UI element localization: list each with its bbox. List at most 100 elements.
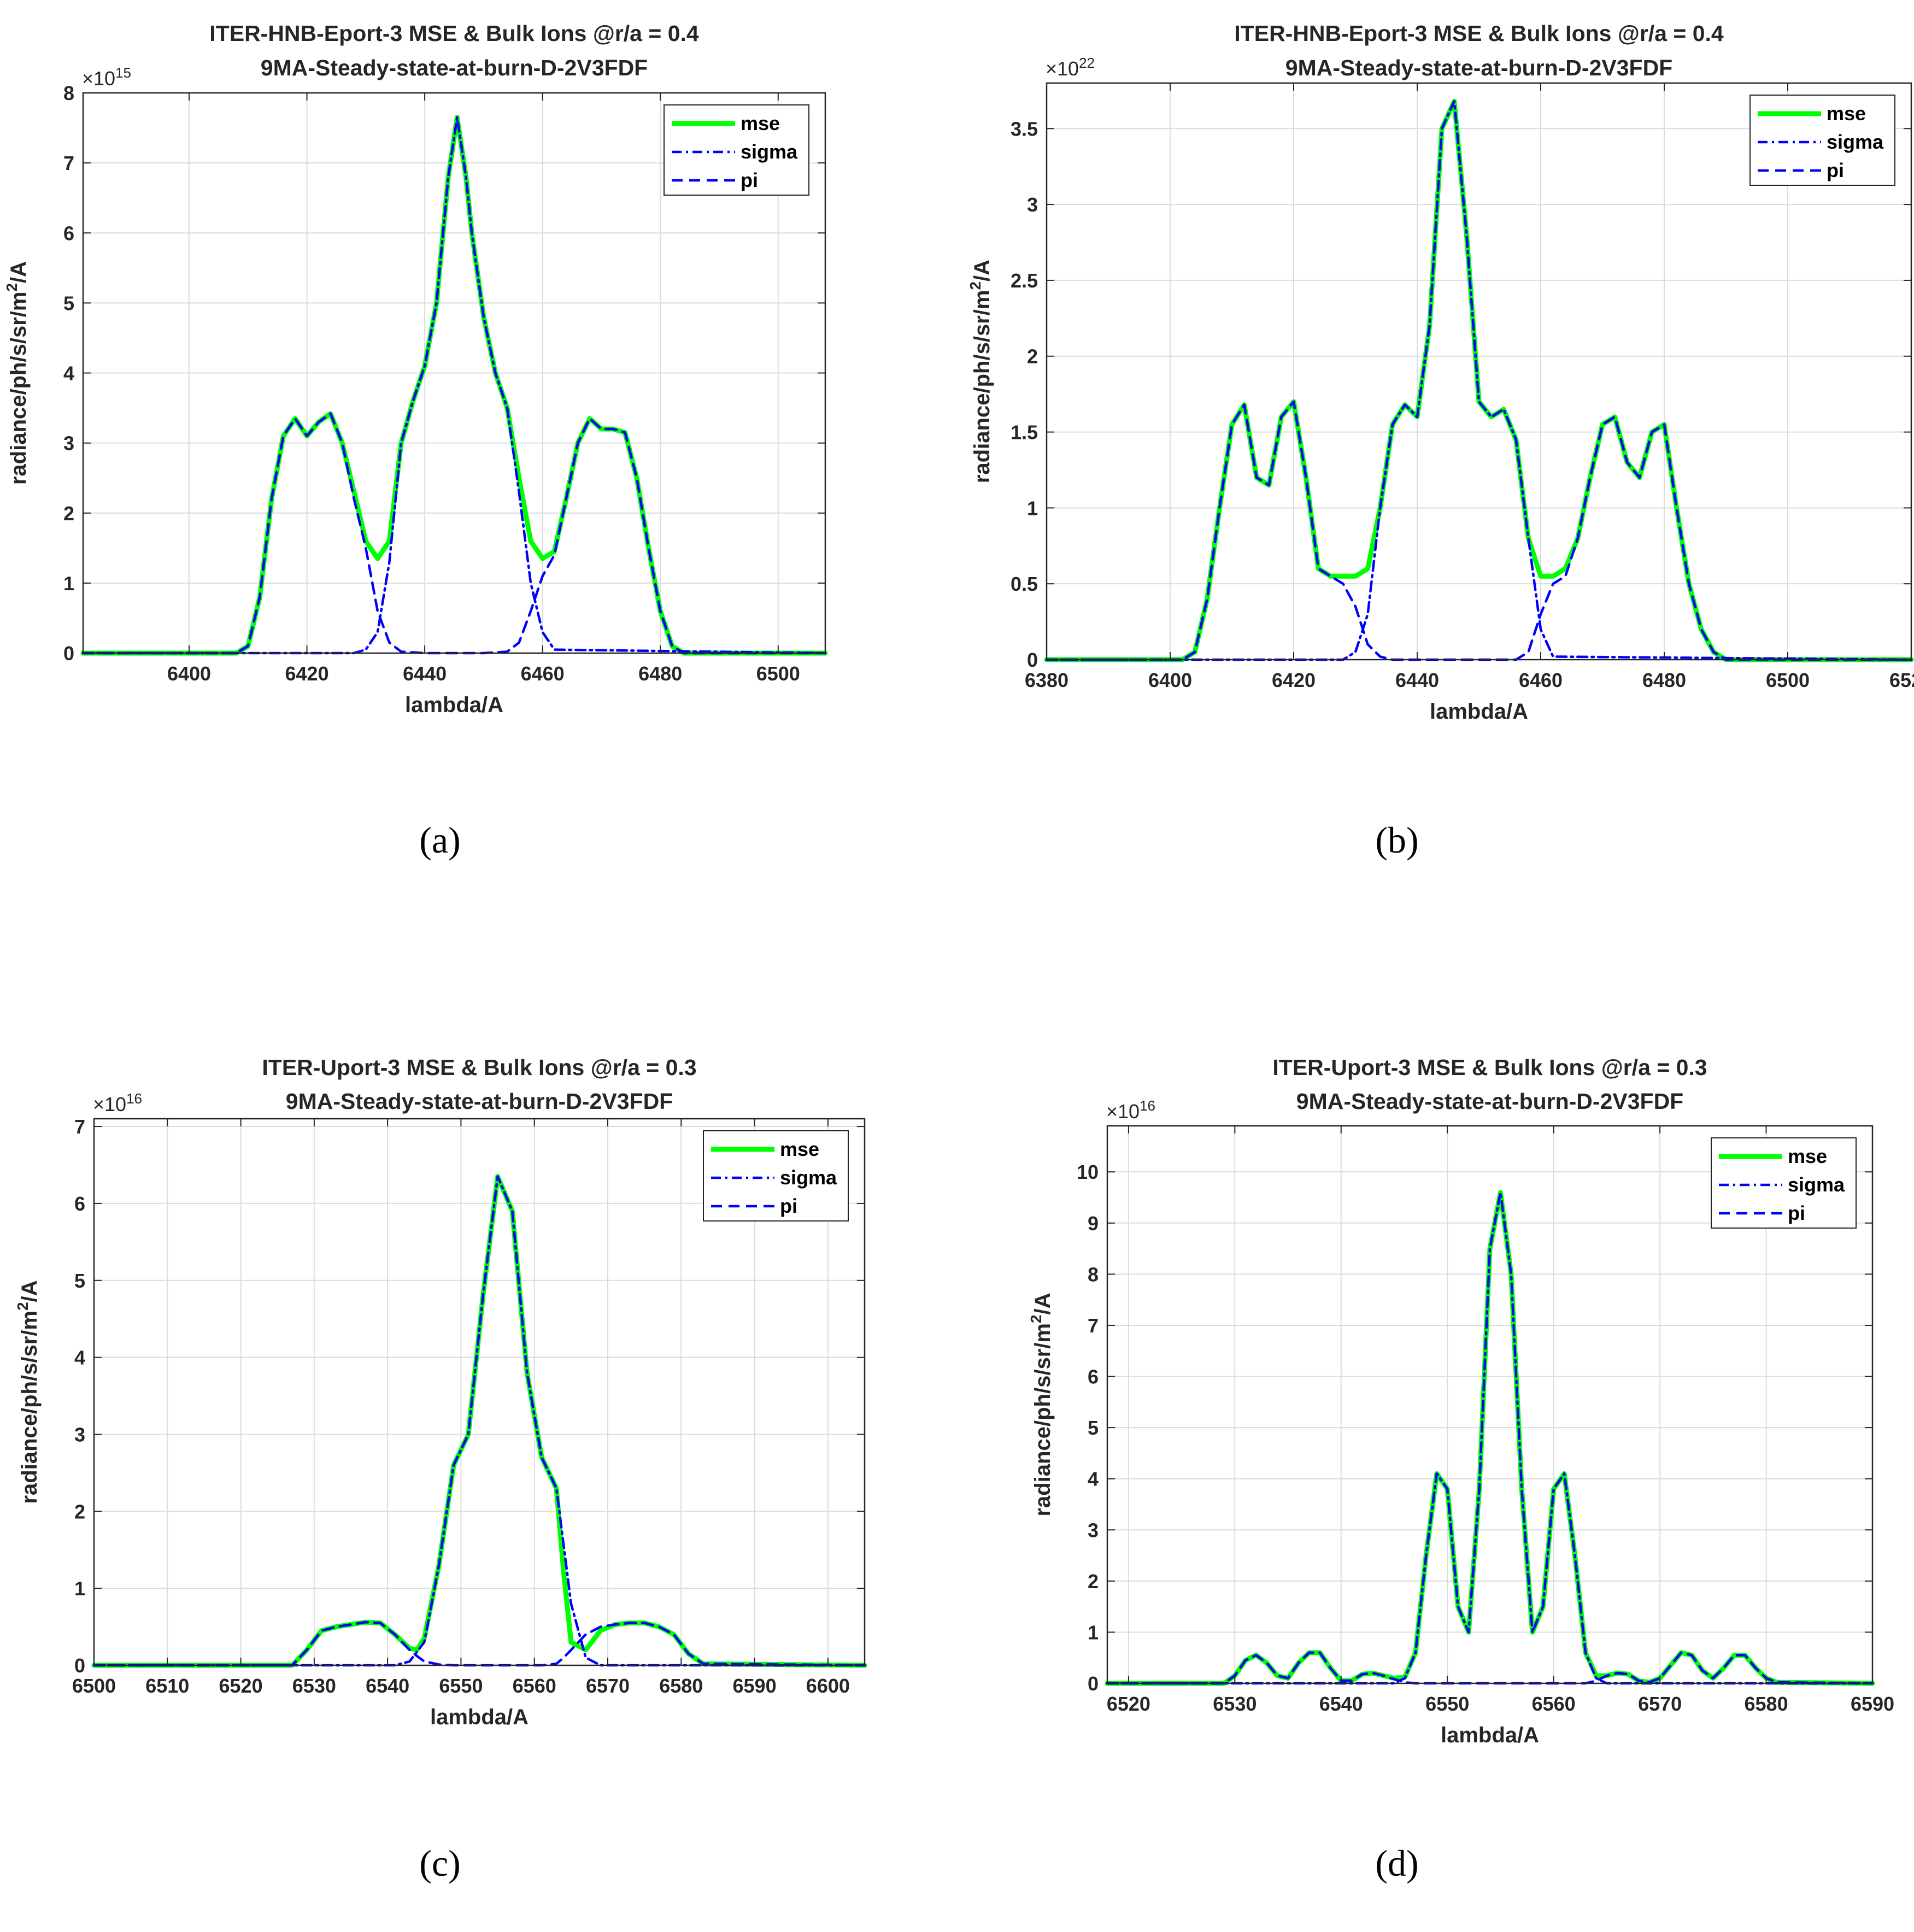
chart-subtitle: 9MA-Steady-state-at-burn-D-2V3FDF <box>1296 1089 1683 1114</box>
y-tick-label: 6 <box>63 222 74 244</box>
x-tick-label: 6560 <box>1532 1693 1576 1715</box>
legend-label-sigma: sigma <box>1788 1173 1845 1196</box>
x-tick-label: 6580 <box>659 1675 703 1697</box>
y-tick-label: 5 <box>74 1270 85 1292</box>
y-tick-label: 5 <box>63 292 74 314</box>
x-tick-label: 6420 <box>1272 669 1316 691</box>
x-tick-label: 6550 <box>439 1675 483 1697</box>
x-tick-label: 6540 <box>1319 1693 1363 1715</box>
x-tick-label: 6520 <box>219 1675 263 1697</box>
chart-a-svg: 6400 6420 6440 6460 6480 6500 0 1 2 3 4 5 6 7 8 ×1015 IT… <box>3 21 828 861</box>
y-tick-label: 4 <box>74 1347 85 1369</box>
x-tick-label: 6440 <box>1395 669 1439 691</box>
x-tick-label: 6400 <box>1148 669 1192 691</box>
chart-subtitle: 9MA-Steady-state-at-burn-D-2V3FDF <box>1285 55 1672 80</box>
x-axis-label: lambda/A <box>1430 700 1528 724</box>
y-exponent-power: 16 <box>1140 1097 1155 1114</box>
y-tick-label: 10 <box>1077 1161 1099 1183</box>
y-tick-label: 3 <box>74 1423 85 1446</box>
y-exponent-label: ×1015 <box>82 64 131 90</box>
y-tick-label: 6 <box>1088 1366 1099 1388</box>
y-axis-label: radiance/ph/s/sr/m2/A <box>3 261 31 485</box>
panel-caption: (b) <box>1375 819 1418 861</box>
chart-panel-c: 6500 6510 6520 6530 6540 6550 6560 6570 6580 6590… <box>0 966 957 1932</box>
y-exponent-label: ×1016 <box>93 1090 142 1115</box>
x-tick-label: 6530 <box>292 1675 336 1697</box>
y-axis-label: radiance/ph/s/sr/m2/A <box>14 1280 42 1504</box>
y-tick-label: 9 <box>1088 1212 1099 1235</box>
x-tick-label: 6520 <box>1889 669 1914 691</box>
x-tick-label: 6460 <box>1519 669 1563 691</box>
y-tick-label: 2 <box>74 1500 85 1523</box>
chart-d-svg: 6520 6530 6540 6550 6560 6570 6580 6590 0 1 2 3 4 5 6 7… <box>1028 1055 1894 1884</box>
axes-frame <box>1106 1125 1874 1684</box>
y-exponent-base: ×10 <box>93 1093 126 1115</box>
series-sigma-line <box>92 1175 866 1667</box>
y-tick-label: 1 <box>74 1577 85 1600</box>
legend-box <box>664 104 809 196</box>
y-tick-label: 2 <box>1027 345 1038 368</box>
legend-label-sigma: sigma <box>1827 131 1884 153</box>
legend-label-pi: pi <box>1788 1202 1805 1224</box>
x-tick-label: 6570 <box>1638 1693 1682 1715</box>
legend-box <box>1749 95 1895 186</box>
legend-label-mse: mse <box>741 112 780 134</box>
y-tick-label: 3 <box>63 432 74 455</box>
y-tick-label: 2.5 <box>1011 269 1038 292</box>
y-axis-label: radiance/ph/s/sr/m2/A <box>967 260 994 483</box>
y-exponent-power: 16 <box>126 1090 142 1107</box>
legend: mse sigma pi <box>1711 1137 1857 1229</box>
y-tick-label: 3 <box>1088 1519 1099 1541</box>
y-tick-label: 3 <box>1027 193 1038 216</box>
x-tick-label: 6530 <box>1213 1693 1257 1715</box>
panel-caption: (a) <box>419 819 460 861</box>
y-exponent-base: ×10 <box>82 67 115 90</box>
chart-title: ITER-Uport-3 MSE & Bulk Ions @r/a = 0.3 <box>1272 1055 1707 1080</box>
x-tick-label: 6440 <box>403 662 447 685</box>
x-tick-label: 6500 <box>72 1675 116 1697</box>
y-exponent-label: ×1016 <box>1106 1097 1155 1123</box>
legend-label-sigma: sigma <box>780 1166 837 1189</box>
legend-label-pi: pi <box>780 1195 797 1217</box>
legend-label-sigma: sigma <box>741 140 798 163</box>
y-exponent-power: 15 <box>115 64 131 81</box>
y-tick-label: 0 <box>1027 649 1038 671</box>
x-tick-label: 6590 <box>733 1675 777 1697</box>
y-tick-label: 5 <box>1088 1417 1099 1439</box>
x-tick-label: 6590 <box>1851 1693 1894 1715</box>
x-tick-label: 6480 <box>638 662 682 685</box>
x-tick-label: 6420 <box>285 662 329 685</box>
x-tick-label: 6460 <box>521 662 565 685</box>
axes-frame <box>1046 82 1912 661</box>
y-tick-label: 3.5 <box>1011 118 1038 140</box>
y-tick-label: 1 <box>1027 497 1038 519</box>
chart-panel-a: 6400 6420 6440 6460 6480 6500 0 1 2 3 4 5 6 7 8 ×1015 IT… <box>0 0 957 966</box>
y-tick-label: 2 <box>63 502 74 525</box>
y-tick-label: 6 <box>74 1193 85 1215</box>
y-exponent-base: ×10 <box>1106 1100 1140 1123</box>
y-tick-label: 4 <box>63 362 74 385</box>
chart-subtitle: 9MA-Steady-state-at-burn-D-2V3FDF <box>261 55 648 80</box>
x-tick-label: 6500 <box>1766 669 1810 691</box>
y-exponent-label: ×1022 <box>1046 55 1095 80</box>
y-tick-label: 7 <box>63 152 74 174</box>
x-axis-label: lambda/A <box>1441 1723 1539 1747</box>
x-tick-label: 6580 <box>1745 1693 1788 1715</box>
y-tick-label: 8 <box>63 82 74 104</box>
series-sigma-line <box>1045 100 1913 661</box>
chart-panel-b: 6380 6400 6420 6440 6460 6480 6500 6520 0 0.5 1 1.5… <box>957 0 1914 966</box>
y-tick-label: 4 <box>1088 1468 1099 1490</box>
legend: mse sigma pi <box>703 1130 849 1222</box>
legend-label-mse: mse <box>1827 102 1866 125</box>
chart-b-svg: 6380 6400 6420 6440 6460 6480 6500 6520 0 0.5 1 1.5… <box>967 21 1914 861</box>
y-tick-label: 7 <box>1088 1314 1099 1337</box>
x-tick-label: 6600 <box>806 1675 850 1697</box>
x-tick-label: 6510 <box>145 1675 189 1697</box>
x-tick-label: 6550 <box>1425 1693 1469 1715</box>
series-sigma-line <box>81 116 827 655</box>
panel-caption: (c) <box>419 1842 460 1884</box>
y-tick-label: 0 <box>63 642 74 665</box>
x-tick-label: 6520 <box>1107 1693 1150 1715</box>
series-pi-line <box>92 1620 866 1667</box>
x-tick-label: 6540 <box>366 1675 409 1697</box>
